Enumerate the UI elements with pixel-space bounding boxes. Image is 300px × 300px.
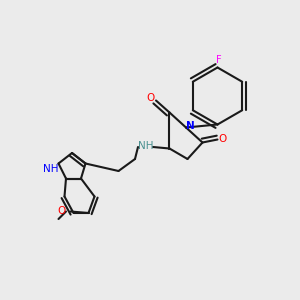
Text: O: O xyxy=(57,206,66,216)
Text: NH: NH xyxy=(43,164,59,174)
Text: O: O xyxy=(219,134,227,144)
Text: N: N xyxy=(186,121,195,131)
Text: F: F xyxy=(216,55,222,65)
Text: NH: NH xyxy=(138,141,153,152)
Text: O: O xyxy=(146,93,155,103)
